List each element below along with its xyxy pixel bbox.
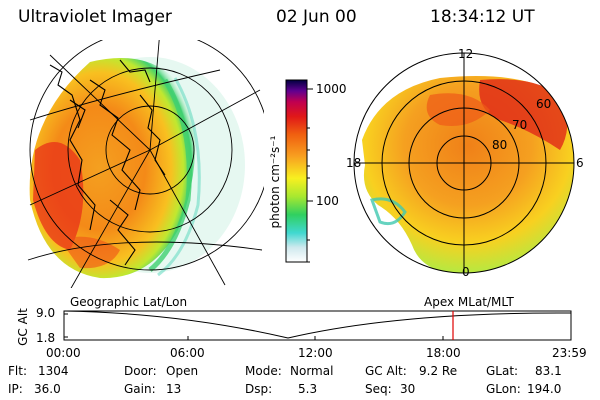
- status-dsp-value: 5.3: [298, 382, 318, 396]
- status-glon-value: 194.0: [527, 382, 562, 396]
- mlat-label-70: 70: [512, 118, 528, 132]
- geographic-image: [27, 40, 264, 288]
- altitude-xtick-0600: 06:00: [170, 346, 205, 360]
- status-mode-value: Normal: [290, 364, 334, 378]
- altitude-plot: [63, 310, 572, 341]
- status-dsp-label: Dsp:: [245, 382, 273, 396]
- polar-grid: [353, 52, 575, 274]
- status-gain-value: 13: [166, 382, 182, 396]
- status-glat-value: 83.1: [535, 364, 562, 378]
- mlt-label-12: 12: [458, 47, 474, 61]
- status-ip-value: 36.0: [34, 382, 61, 396]
- altitude-ytick-9: 9.0: [36, 306, 56, 320]
- mlt-label-0: 0: [462, 265, 470, 279]
- mlt-label-6: 6: [576, 156, 584, 170]
- status-gain-label: Gain:: [124, 382, 156, 396]
- altitude-xtick-2359: 23:59: [552, 346, 587, 360]
- right-map-label: Apex MLat/MLT: [424, 295, 514, 309]
- colorbar-unit-label: photon cm⁻²s⁻¹: [268, 135, 282, 229]
- altitude-xtick-1200: 12:00: [298, 346, 333, 360]
- altitude-ytick-1-8: 1.8: [36, 331, 56, 345]
- altitude-ylabel: GC Alt: [16, 308, 30, 346]
- header-date: 02 Jun 00: [276, 7, 357, 27]
- mlat-label-60: 60: [536, 97, 552, 111]
- status-flt-label: Flt:: [8, 364, 27, 378]
- status-seq-value: 30: [400, 382, 416, 396]
- status-seq-label: Seq:: [365, 382, 392, 396]
- altitude-xtick-1800: 18:00: [426, 346, 461, 360]
- status-flt-value: 1304: [38, 364, 69, 378]
- status-glon-label: GLon:: [486, 382, 521, 396]
- status-door-label: Door:: [124, 364, 157, 378]
- status-ip-label: IP:: [8, 382, 23, 396]
- status-glat-label: GLat:: [486, 364, 519, 378]
- colorbar-tick-1000: 1000: [316, 82, 347, 96]
- colorbar: [285, 79, 313, 263]
- header-time: 18:34:12 UT: [430, 7, 535, 27]
- colorbar-tick-100: 100: [316, 194, 339, 208]
- status-door-value: Open: [166, 364, 199, 378]
- mlat-label-80: 80: [492, 138, 508, 152]
- status-gcalt-label: GC Alt:: [365, 364, 407, 378]
- altitude-xtick-0000: 00:00: [46, 346, 81, 360]
- mlt-label-18: 18: [346, 156, 362, 170]
- status-mode-label: Mode:: [245, 364, 282, 378]
- status-gcalt-value: 9.2 Re: [419, 364, 458, 378]
- left-map-label: Geographic Lat/Lon: [70, 295, 188, 309]
- instrument-title: Ultraviolet Imager: [18, 7, 172, 27]
